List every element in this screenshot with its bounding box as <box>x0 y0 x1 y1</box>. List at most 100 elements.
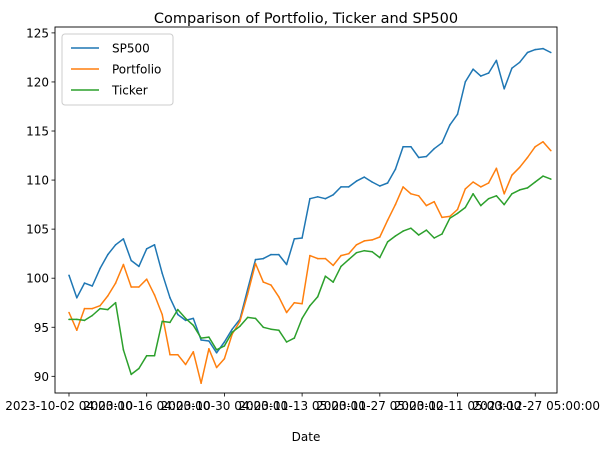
data-point <box>91 307 94 310</box>
series-line-ticker <box>69 175 552 376</box>
data-point <box>441 216 443 219</box>
x-tick-label: 2023-10-02 04:00:00 <box>5 399 132 413</box>
data-point <box>200 382 202 385</box>
data-point <box>386 182 389 184</box>
data-point <box>379 256 381 259</box>
data-point <box>138 367 140 370</box>
data-point <box>177 313 179 316</box>
data-point <box>270 328 272 331</box>
x-tick-label: 2023-10-16 04:00:00 <box>83 399 210 413</box>
data-point <box>355 244 358 246</box>
data-point <box>285 263 288 266</box>
data-point <box>449 215 451 218</box>
data-point <box>91 285 94 287</box>
data-point <box>503 88 506 90</box>
data-point <box>526 51 529 54</box>
data-point <box>425 155 428 158</box>
data-point <box>518 166 521 169</box>
data-point <box>215 352 218 354</box>
data-point <box>487 197 490 200</box>
series-sp500 <box>68 47 552 354</box>
data-point <box>114 244 117 246</box>
data-point <box>301 237 303 239</box>
data-point <box>480 75 482 77</box>
data-point <box>278 253 280 256</box>
data-point <box>340 254 342 257</box>
data-point <box>83 282 86 284</box>
data-point <box>215 349 218 351</box>
data-point <box>153 354 156 357</box>
data-point <box>402 186 404 188</box>
data-point <box>347 186 350 188</box>
data-point <box>184 363 187 366</box>
data-point <box>534 181 536 183</box>
data-point <box>130 373 132 376</box>
data-point <box>449 124 451 126</box>
data-point <box>161 320 163 323</box>
data-point <box>231 328 233 331</box>
data-point <box>511 193 513 195</box>
data-point <box>239 320 241 323</box>
data-point <box>324 275 327 278</box>
data-point <box>107 253 109 256</box>
data-point <box>394 235 397 237</box>
data-point <box>456 113 459 116</box>
data-point <box>495 59 498 62</box>
data-point <box>293 238 296 240</box>
data-point <box>480 186 482 188</box>
data-point <box>526 187 529 189</box>
data-point <box>145 278 148 281</box>
data-point <box>145 248 148 250</box>
data-point <box>192 317 195 320</box>
data-point <box>161 272 163 275</box>
data-point <box>153 244 156 246</box>
data-point <box>417 195 420 197</box>
data-point <box>184 319 187 322</box>
data-point <box>456 212 459 215</box>
legend-frame <box>61 33 174 106</box>
series-ticker <box>68 175 552 376</box>
data-point <box>177 308 179 311</box>
data-point <box>534 48 536 51</box>
data-point <box>99 267 101 270</box>
data-point <box>441 142 443 144</box>
data-point <box>122 238 125 240</box>
data-point <box>542 175 544 177</box>
data-point <box>503 203 506 206</box>
data-point <box>223 345 226 347</box>
data-point <box>363 240 366 242</box>
y-tick-label: 90 <box>34 370 49 384</box>
data-point <box>386 241 389 243</box>
y-tick-label: 125 <box>26 26 49 40</box>
data-point <box>246 316 249 319</box>
data-point <box>83 307 86 310</box>
data-point <box>464 81 467 83</box>
data-point <box>208 336 210 338</box>
data-point <box>511 67 513 69</box>
data-point <box>138 265 140 268</box>
data-point <box>130 286 132 288</box>
legend-label-sp500: SP500 <box>112 42 150 56</box>
data-point <box>114 282 117 284</box>
data-point <box>316 296 319 298</box>
data-point <box>550 149 552 152</box>
data-point <box>542 47 544 50</box>
data-point <box>464 188 467 190</box>
data-point <box>301 317 303 320</box>
data-point <box>99 304 101 307</box>
data-point <box>68 274 70 277</box>
data-point <box>526 156 529 159</box>
y-axis: 90 95 100 105 110 115 120 125 <box>26 26 55 384</box>
data-point <box>472 193 474 195</box>
data-point <box>456 208 459 211</box>
data-point <box>192 351 195 353</box>
data-point <box>487 182 490 184</box>
data-point <box>550 51 552 54</box>
data-point <box>262 257 265 260</box>
series-portfolio <box>68 141 552 385</box>
x-tick-label: 2023-11-13 05:00:00 <box>238 399 365 413</box>
data-point <box>76 297 78 299</box>
data-point <box>278 296 280 298</box>
